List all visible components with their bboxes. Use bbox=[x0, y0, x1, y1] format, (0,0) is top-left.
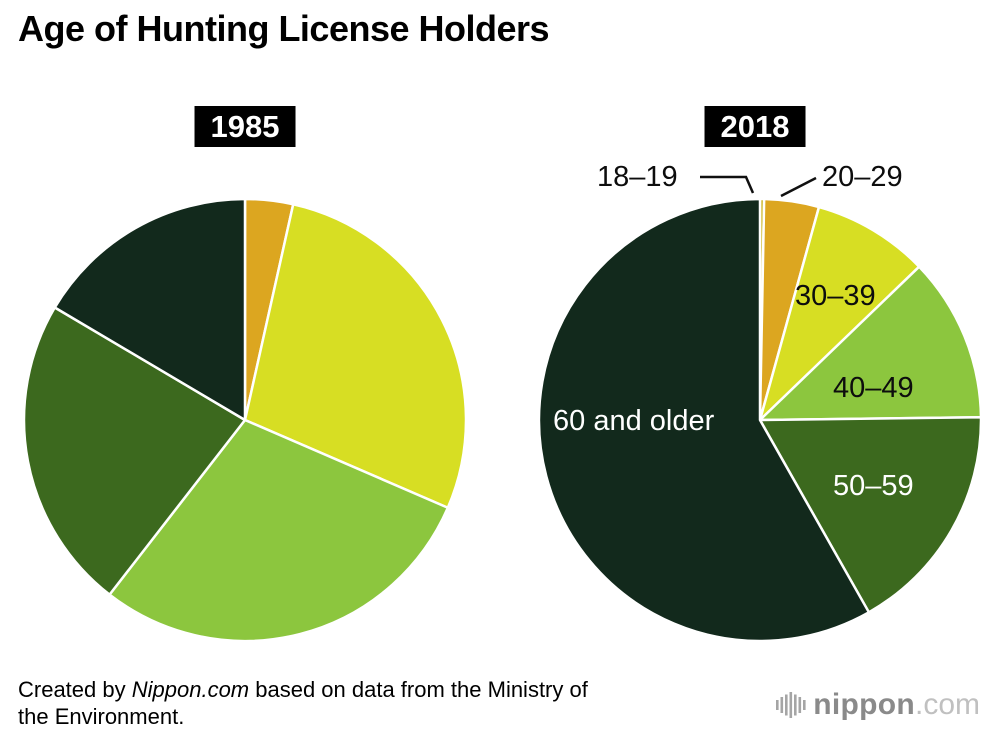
pie-slice-1985-30-39 bbox=[243, 203, 468, 510]
credit-suffix: based on data from the Ministry of bbox=[249, 677, 588, 702]
pie-chart-1985 bbox=[22, 197, 468, 643]
label-30-39: 30–39 bbox=[795, 280, 876, 312]
pie-slice-2018-50-59 bbox=[758, 415, 983, 614]
logo-name: nippon bbox=[813, 688, 915, 721]
credit-line2: the Environment. bbox=[18, 704, 185, 729]
pie-slice-1985-40-49 bbox=[108, 418, 450, 643]
label-20-29: 20–29 bbox=[822, 161, 903, 193]
year-badge-1985: 1985 bbox=[194, 106, 296, 147]
page-title: Age of Hunting License Holders bbox=[18, 8, 550, 49]
logo-wordmark: nippon.com bbox=[813, 688, 980, 722]
credit-text: Created by Nippon.com based on data from… bbox=[18, 676, 588, 730]
year-badge-2018: 2018 bbox=[704, 106, 806, 147]
pie-slice-1985-50-59 bbox=[22, 306, 247, 596]
credit-source: Nippon.com bbox=[131, 677, 250, 702]
leader-line-20-29 bbox=[780, 176, 817, 198]
pie-slice-2018-60-and-older bbox=[537, 197, 871, 643]
leader-line-18-19 bbox=[700, 175, 755, 194]
logo-bars-icon bbox=[776, 692, 806, 718]
nippon-logo: nippon.com bbox=[776, 688, 980, 722]
label-18-19: 18–19 bbox=[597, 161, 678, 193]
pie-chart-2018 bbox=[537, 197, 983, 643]
credit-prefix: Created by bbox=[18, 677, 132, 702]
label-40-49: 40–49 bbox=[833, 372, 914, 404]
logo-tld: .com bbox=[914, 688, 980, 721]
label-50-59: 50–59 bbox=[833, 470, 914, 502]
pie-slice-1985-60-and-older bbox=[53, 197, 247, 422]
label-60-and-older: 60 and older bbox=[553, 405, 715, 437]
pie-slice-2018-40-49 bbox=[758, 265, 983, 422]
pie-slice-2018-30-39 bbox=[758, 205, 921, 422]
